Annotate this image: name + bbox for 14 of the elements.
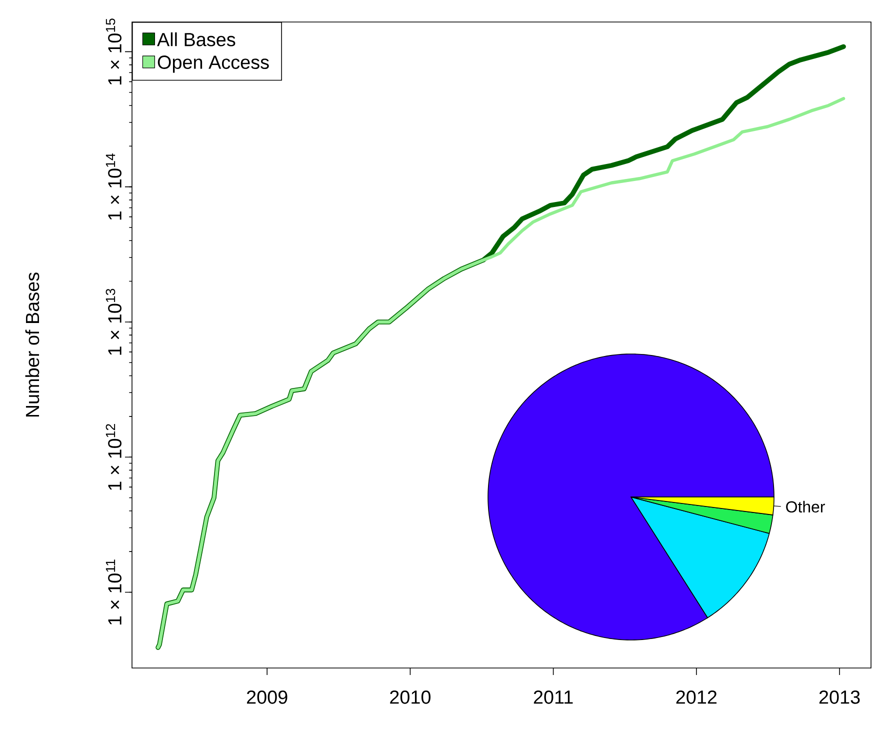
y-tick-label: 1 × 10$^{12}$ xyxy=(106,424,122,490)
legend-label: All Bases xyxy=(157,32,236,46)
x-tick-label: 2009 xyxy=(246,690,288,704)
y-tick-label: 1 × 10$^{15}$ xyxy=(106,18,122,84)
y-tick-label: 1 × 10$^{14}$ xyxy=(106,154,122,220)
x-tick-label: 2012 xyxy=(676,690,717,704)
legend-label: Open Access xyxy=(158,56,269,73)
x-tick-label: 2010 xyxy=(390,690,430,704)
y-tick-label: 1 × 10$^{13}$ xyxy=(106,288,122,355)
x-tick-label: 2013 xyxy=(819,690,860,704)
x-tick-label: 2011 xyxy=(534,690,573,704)
slice-label: Other xyxy=(786,500,825,513)
y-tick-label: 1 × 10$^{11}$ xyxy=(106,560,122,624)
y-axis-title: Number of Bases xyxy=(25,272,40,417)
